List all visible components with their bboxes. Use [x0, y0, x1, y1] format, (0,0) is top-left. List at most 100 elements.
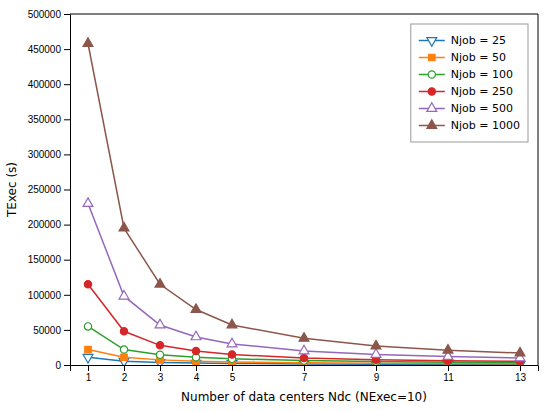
tick: 350000: [28, 114, 70, 125]
tick-mark: [64, 225, 70, 226]
tick-label: 0: [55, 360, 61, 371]
plot-area: 1 2 3 4 5 7 9 11 13 0 50000 100000 150000 200000 25000…: [28, 9, 539, 383]
tick: 3: [158, 365, 164, 383]
tick-label: 100000: [28, 290, 62, 301]
tick-mark: [64, 154, 70, 155]
point: [191, 304, 201, 313]
tick: 7: [302, 365, 308, 383]
tick-label: 350000: [28, 114, 62, 125]
tick-mark: [64, 190, 70, 191]
y-axis-title: TExec (s): [5, 162, 19, 218]
tick-mark: [376, 365, 377, 371]
tick-mark: [64, 84, 70, 85]
axis-line: [71, 366, 539, 372]
tick: 300000: [28, 149, 70, 160]
tick-label: 4: [194, 372, 200, 383]
series-line: [88, 204, 520, 358]
tick: 150000: [28, 254, 70, 265]
legend-marker: [427, 103, 437, 112]
tick: 50000: [33, 325, 70, 336]
point: [119, 222, 129, 231]
tick: 2: [122, 365, 128, 383]
frame: [70, 14, 538, 15]
tick-mark: [64, 365, 70, 366]
point: [83, 354, 93, 363]
point: [371, 340, 381, 349]
tick-mark: [64, 119, 70, 120]
point: [155, 279, 165, 288]
tick-mark: [232, 365, 233, 371]
tick-mark: [520, 365, 521, 371]
point: [156, 351, 163, 358]
tick-label: 250000: [28, 184, 62, 195]
point: [119, 291, 129, 300]
tick-mark: [88, 365, 89, 371]
tick-label: 1: [86, 372, 92, 383]
tick-mark: [196, 365, 197, 371]
tick-mark: [124, 365, 125, 371]
tick: 0: [55, 360, 70, 371]
tick: 200000: [28, 219, 70, 230]
point: [120, 346, 127, 353]
series-line: [88, 43, 520, 353]
axis-line: [64, 15, 71, 366]
tick: 400000: [28, 79, 70, 90]
tick-label: 13: [515, 372, 527, 383]
legend-label: Njob = 500: [451, 102, 513, 115]
point: [299, 345, 309, 354]
point: [192, 347, 199, 354]
tick: 100000: [28, 290, 70, 301]
legend: Njob = 25Njob = 50Njob = 100Njob = 250Nj…: [411, 24, 528, 142]
legend-marker: [427, 38, 437, 47]
point: [191, 331, 201, 340]
frame: [538, 14, 539, 365]
point: [156, 342, 163, 349]
tick: 450000: [28, 44, 70, 55]
tick-label: 400000: [28, 79, 62, 90]
tick: 250000: [28, 184, 70, 195]
x-axis: 1 2 3 4 5 7 9 11 13: [71, 365, 539, 383]
point: [84, 323, 91, 330]
point: [371, 349, 381, 358]
x-axis-title: Number of data centers Ndc (NExec=10): [181, 390, 427, 404]
legend-marker: [429, 54, 435, 60]
legend-label: Njob = 250: [451, 85, 513, 98]
legend-marker: [427, 120, 437, 129]
tick-label: 200000: [28, 219, 62, 230]
tick-label: 300000: [28, 149, 62, 160]
y-axis: 0 50000 100000 150000 200000 250000 300000 3500…: [28, 9, 71, 371]
tick: 500000: [28, 9, 70, 20]
tick-mark: [64, 330, 70, 331]
point: [515, 347, 525, 356]
point: [443, 345, 453, 354]
point: [227, 319, 237, 328]
tick-label: 50000: [33, 325, 61, 336]
tick-label: 5: [230, 372, 236, 383]
tick-mark: [448, 365, 449, 371]
tick: 11: [443, 365, 454, 383]
point: [84, 281, 91, 288]
series-line: [88, 284, 520, 361]
legend-marker: [428, 88, 435, 95]
tick-label: 2: [122, 372, 128, 383]
tick-label: 9: [374, 372, 380, 383]
data-layer: [83, 38, 525, 365]
tick-mark: [160, 365, 161, 371]
tick: 13: [515, 365, 527, 383]
tick-label: 450000: [28, 44, 62, 55]
tick: 5: [230, 365, 236, 383]
point: [227, 338, 237, 347]
tick-mark: [304, 365, 305, 371]
tick-label: 11: [443, 372, 454, 383]
legend-marker: [428, 71, 435, 78]
point: [120, 328, 127, 335]
legend-box: [411, 24, 528, 142]
point: [83, 38, 93, 47]
tick: 9: [374, 365, 380, 383]
legend-label: Njob = 25: [451, 34, 506, 47]
tick: 4: [194, 365, 200, 383]
tick-label: 500000: [28, 9, 62, 20]
point: [121, 354, 127, 360]
legend-label: Njob = 50: [451, 51, 506, 64]
tick-mark: [64, 295, 70, 296]
